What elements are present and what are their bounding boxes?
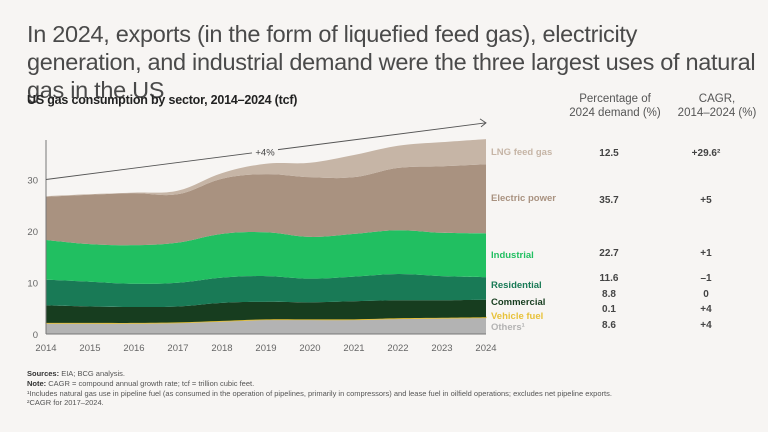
footnote-1: ¹Includes natural gas use in pipeline fu… — [27, 388, 612, 398]
cagr-header-line2: 2014–2024 (%) — [677, 107, 757, 119]
pct-value-others: 8.6 — [602, 320, 616, 331]
x-tick-label: 2021 — [343, 343, 364, 354]
pct-value-vehicle: 0.1 — [602, 304, 616, 315]
series-label-vehicle: Vehicle fuel — [491, 311, 543, 322]
cagr-column-header: CAGR, 2014–2024 (%) — [667, 92, 767, 120]
area-industrial — [46, 230, 486, 284]
area-electric — [46, 164, 486, 246]
x-tick-label: 2016 — [123, 343, 144, 354]
series-label-industrial: Industrial — [491, 250, 534, 261]
axes-group: 0 10 20 30 2014 2015 2016 2017 2018 2019 2020 2021 2… — [27, 140, 497, 354]
footnote-2: ²CAGR for 2017–2024. — [27, 398, 104, 408]
area-commercial — [46, 299, 486, 323]
x-tick-label: 2020 — [299, 343, 320, 354]
pct-value-commercial: 8.8 — [602, 289, 616, 300]
series-label-electric: Electric power — [491, 193, 556, 204]
y-tick-label: 30 — [27, 176, 38, 187]
cagr-value-vehicle: +4 — [700, 304, 712, 315]
pct-value-industrial: 22.7 — [599, 248, 619, 259]
y-tick-label: 10 — [27, 279, 38, 290]
x-tick-label: 2015 — [79, 343, 100, 354]
series-label-others: Others¹ — [491, 322, 525, 333]
area-others — [46, 317, 486, 334]
x-tick-label: 2019 — [255, 343, 276, 354]
series-label-commercial: Commercial — [491, 297, 545, 308]
trend-label: +4% — [255, 147, 275, 158]
headline: In 2024, exports (in the form of liquefi… — [27, 21, 756, 103]
cagr-value-industrial: +1 — [700, 248, 712, 259]
pct-column-header: Percentage of 2024 demand (%) — [565, 92, 665, 120]
cagr-value-lng: +29.6² — [692, 148, 721, 159]
pct-header-line1: Percentage of — [579, 93, 651, 105]
series-label-residential: Residential — [491, 280, 542, 291]
trend-arrowhead-icon — [479, 118, 487, 128]
y-tick-label: 20 — [27, 227, 38, 238]
cagr-value-electric: +5 — [700, 195, 712, 206]
cagr-header-line1: CAGR, — [698, 93, 736, 105]
series-labels-group: Others¹ 8.6 +4 Vehicle fuel 0.1 +4 Commercial 8… — [491, 147, 721, 333]
sources-label: Sources: — [27, 369, 60, 378]
x-tick-label: 2022 — [387, 343, 408, 354]
trend-group: +4% — [45, 118, 487, 180]
area-lng — [46, 139, 486, 197]
pct-value-electric: 35.7 — [599, 195, 619, 206]
trend-line-left — [45, 152, 253, 180]
cagr-value-commercial: 0 — [703, 289, 709, 300]
x-tick-label: 2023 — [431, 343, 452, 354]
y-tick-label: 0 — [33, 330, 38, 341]
series-label-lng: LNG feed gas — [491, 147, 552, 158]
pct-header-line2: 2024 demand (%) — [569, 107, 661, 119]
area-residential — [46, 273, 486, 307]
footnotes: Sources: EIA; BCG analysis. Note: CAGR =… — [27, 369, 612, 408]
cagr-value-others: +4 — [700, 320, 712, 331]
note-label: Note: — [27, 378, 47, 388]
x-tick-label: 2018 — [211, 343, 232, 354]
x-tick-label: 2014 — [35, 343, 56, 354]
trend-line-right — [277, 122, 487, 151]
note-text: CAGR = compound annual growth rate; tcf … — [46, 378, 255, 388]
pct-value-lng: 12.5 — [599, 148, 619, 159]
sources-line: Sources: EIA; BCG analysis. — [27, 369, 612, 379]
areas-group — [45, 139, 487, 334]
pct-value-residential: 11.6 — [600, 273, 619, 284]
chart-title: US gas consumption by sector, 2014–2024 … — [27, 93, 298, 107]
cagr-value-residential: –1 — [700, 273, 712, 284]
x-tick-label: 2017 — [167, 343, 188, 354]
x-tick-label: 2024 — [475, 343, 496, 354]
sources-text: EIA; BCG analysis. — [59, 369, 125, 378]
note-line: Note: CAGR = compound annual growth rate… — [27, 379, 612, 389]
